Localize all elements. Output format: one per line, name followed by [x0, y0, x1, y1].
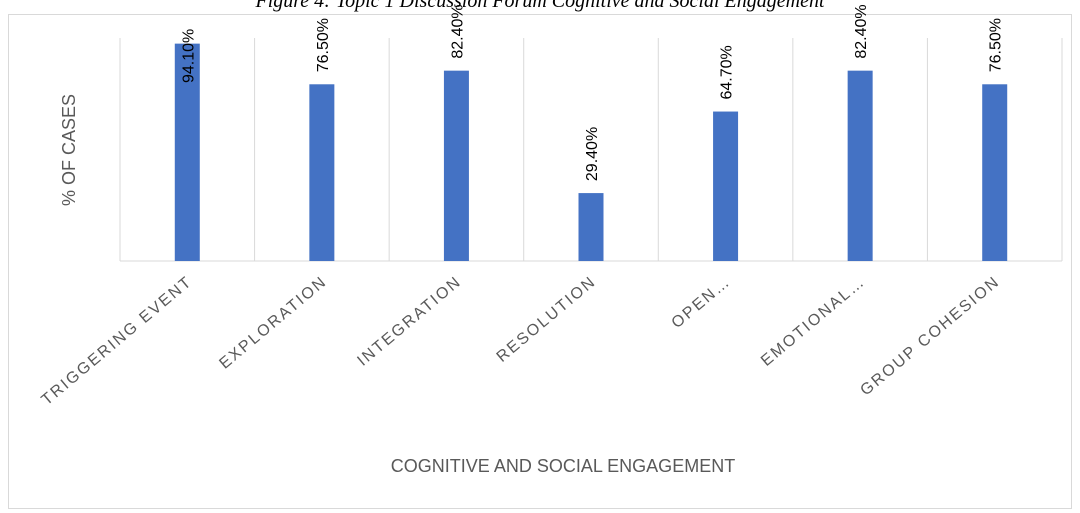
category-label: INTEGRATION [354, 273, 465, 370]
data-label: 94.10% [180, 29, 197, 83]
chart-frame [8, 14, 1072, 509]
category-label: TRIGGERING EVENT [39, 273, 196, 409]
category-label: RESOLUTION [494, 273, 600, 366]
data-label: 76.50% [988, 18, 1005, 72]
bar [443, 70, 469, 261]
x-axis-title: COGNITIVE AND SOCIAL ENGAGEMENT [391, 456, 735, 476]
category-label: GROUP COHESION [857, 273, 1003, 399]
y-axis-title: % OF CASES [59, 94, 79, 206]
data-label: 76.50% [315, 18, 332, 72]
bar [309, 84, 335, 261]
data-label: 82.40% [853, 4, 870, 58]
bar [578, 193, 604, 261]
bar [847, 70, 873, 261]
figure-caption: Figure 4: Topic 1 Discussion Forum Cogni… [255, 0, 825, 12]
data-labels: 94.10% 76.50% 82.40% 29.40% 64.70% 82.40% 76.5… [180, 4, 1004, 181]
bars [174, 43, 1008, 262]
category-labels: TRIGGERING EVENT EXPLORATION INTEGRATION RE… [39, 273, 1004, 409]
data-label: 82.40% [449, 4, 466, 58]
bar [982, 84, 1008, 261]
data-label: 64.70% [719, 45, 736, 99]
data-label: 29.40% [584, 127, 601, 181]
bar [174, 43, 200, 262]
category-label: OPEN… [669, 273, 735, 332]
bar [713, 111, 739, 261]
category-label: EXPLORATION [216, 273, 330, 373]
category-label: EMOTIONAL… [758, 273, 869, 370]
